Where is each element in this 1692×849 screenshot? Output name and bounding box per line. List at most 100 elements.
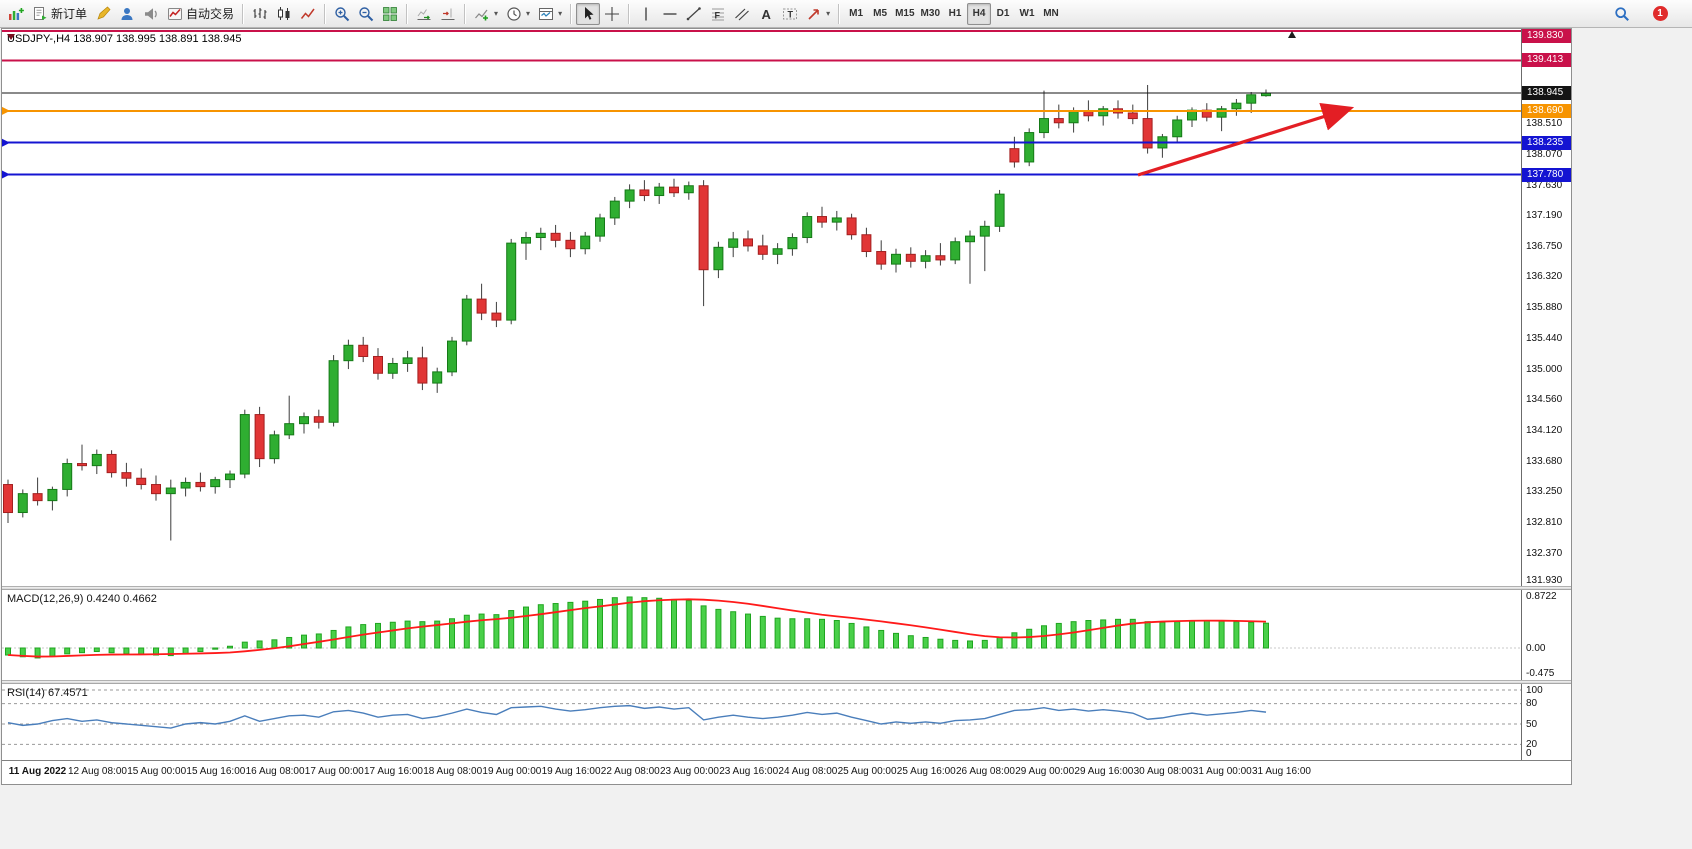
price-axis-label: 132.810 (1526, 516, 1563, 528)
templates-button[interactable]: ▾ (534, 3, 566, 25)
zoom-out-icon (358, 6, 374, 22)
line-chart-button[interactable] (296, 3, 320, 25)
main-toolbar: 新订单 自动交易 ▾ ▾ ▾ F A T ▾ M1 M5 M15 M30 H1 H4 D1 W1 MN 1 (0, 0, 1692, 28)
pane-separator[interactable] (2, 586, 1571, 590)
linechart-icon (300, 6, 316, 22)
rsi-pane[interactable]: RSI(14) 67.4571 (2, 684, 1521, 760)
price-scale[interactable]: 138.510 138.070 137.630 137.190 136.750 136.3… (1521, 29, 1571, 586)
timeframe-m15[interactable]: M15 (892, 3, 917, 25)
tile-windows-button[interactable] (378, 3, 402, 25)
time-axis-label: 12 Aug 08:00 (68, 766, 127, 777)
pane-separator[interactable] (2, 680, 1571, 684)
timeframe-h1[interactable]: H1 (943, 3, 967, 25)
macd-pane[interactable]: MACD(12,26,9) 0.4240 0.4662 (2, 590, 1521, 680)
crosshair-button[interactable] (600, 3, 624, 25)
timeframe-w1[interactable]: W1 (1015, 3, 1039, 25)
autotrade-icon (167, 6, 183, 22)
toolbar-separator (464, 3, 467, 24)
vertical-line-button[interactable] (634, 3, 658, 25)
rsi-scale[interactable]: 100 80 50 20 0 (1521, 684, 1571, 760)
toolbar-separator (628, 3, 631, 24)
indicators-button[interactable]: ▾ (470, 3, 502, 25)
text-icon: A (758, 6, 774, 22)
trend-arrow-annotation[interactable] (1137, 102, 1355, 177)
cursor-button[interactable] (576, 2, 601, 25)
text-button[interactable]: A (754, 3, 778, 25)
toolbar-separator (324, 3, 327, 24)
search-button[interactable] (1610, 3, 1634, 25)
macd-scale[interactable]: 0.8722 0.00 -0.475 (1521, 590, 1571, 680)
zoom-out-button[interactable] (354, 3, 378, 25)
crosshair-icon (604, 6, 620, 22)
time-axis-label: 17 Aug 16:00 (364, 766, 423, 777)
rsi-axis-label: 80 (1526, 698, 1538, 710)
price-axis-label: 137.190 (1526, 210, 1563, 222)
timeframe-m15-label: M15 (895, 8, 915, 19)
price-chart-pane[interactable]: USDJPY-,H4 138.907 138.995 138.891 138.9… (2, 29, 1521, 586)
price-tag-138.690: 138.690 (1522, 103, 1571, 118)
price-axis-label: 133.680 (1526, 455, 1563, 467)
zoom-in-button[interactable] (330, 3, 354, 25)
periods-button[interactable]: ▾ (502, 3, 534, 25)
chart-shift-button[interactable] (436, 3, 460, 25)
up-arrow-marker-icon[interactable] (1288, 31, 1296, 38)
dropdown-arrow-icon: ▾ (526, 9, 531, 18)
community-button[interactable] (115, 3, 139, 25)
text-label-button[interactable]: T (778, 3, 802, 25)
timeframe-h4[interactable]: H4 (967, 2, 991, 25)
chart-window-usdjpy-h4: USDJPY-,H4 138.907 138.995 138.891 138.9… (1, 28, 1572, 785)
arrows-button[interactable]: ▾ (802, 3, 834, 25)
notifications-button[interactable]: 1 (1648, 3, 1672, 25)
price-axis-label: 135.440 (1526, 332, 1563, 344)
horizontal-line-button[interactable] (658, 3, 682, 25)
candles-icon (276, 6, 292, 22)
new-chart-button[interactable] (4, 3, 28, 25)
timeframe-m30[interactable]: M30 (918, 3, 943, 25)
search-icon (1614, 6, 1630, 22)
trendline-icon (686, 6, 702, 22)
autotrading-button[interactable]: 自动交易 (163, 3, 238, 25)
alerts-button[interactable] (139, 3, 163, 25)
bar-chart-button[interactable] (248, 3, 272, 25)
time-axis[interactable]: 11 Aug 2022 12 Aug 08:00 15 Aug 00:00 15 Au… (2, 760, 1571, 784)
time-axis-label: 11 Aug 2022 (8, 766, 67, 777)
trendline-button[interactable] (682, 3, 706, 25)
time-axis-label: 24 Aug 08:00 (778, 766, 838, 777)
channel-button[interactable] (730, 3, 754, 25)
candlestick-chart-button[interactable] (272, 3, 296, 25)
toolbar-separator (570, 3, 573, 24)
macd-axis-label: 0.8722 (1526, 591, 1557, 603)
time-axis-label: 25 Aug 16:00 (896, 766, 956, 777)
time-axis-label: 19 Aug 00:00 (482, 766, 542, 777)
person-icon (119, 6, 135, 22)
timeframe-m1[interactable]: M1 (844, 3, 868, 25)
fibo-icon: F (710, 6, 726, 22)
new-order-button[interactable]: 新订单 (28, 3, 91, 25)
templates-icon (538, 6, 554, 22)
price-axis-label: 136.750 (1526, 241, 1563, 253)
dropdown-arrow-icon: ▾ (826, 9, 831, 18)
macd-histogram (5, 596, 1269, 659)
metaeditor-button[interactable] (91, 3, 115, 25)
svg-text:T: T (788, 9, 794, 19)
line-left-marker-icon (2, 138, 10, 147)
timeframe-m5[interactable]: M5 (868, 3, 892, 25)
hline-icon (662, 6, 678, 22)
svg-text:A: A (762, 7, 772, 22)
toolbar-right-group: 1 (1610, 3, 1688, 25)
auto-scroll-button[interactable] (412, 3, 436, 25)
timeframe-d1-label: D1 (996, 8, 1010, 19)
time-axis-label: 17 Aug 00:00 (304, 766, 364, 777)
fibonacci-button[interactable]: F (706, 3, 730, 25)
timeframe-d1[interactable]: D1 (991, 3, 1015, 25)
timeframe-h1-label: H1 (948, 8, 962, 19)
price-axis-label: 136.320 (1526, 271, 1563, 283)
toolbar-separator (838, 3, 841, 24)
toolbar-separator (406, 3, 409, 24)
time-axis-label: 25 Aug 00:00 (837, 766, 897, 777)
rsi-label: RSI(14) 67.4571 (7, 687, 88, 699)
macd-signal-line (7, 598, 1267, 658)
periods-icon (506, 6, 522, 22)
timeframe-mn[interactable]: MN (1039, 3, 1063, 25)
time-axis-label: 19 Aug 16:00 (541, 766, 601, 777)
